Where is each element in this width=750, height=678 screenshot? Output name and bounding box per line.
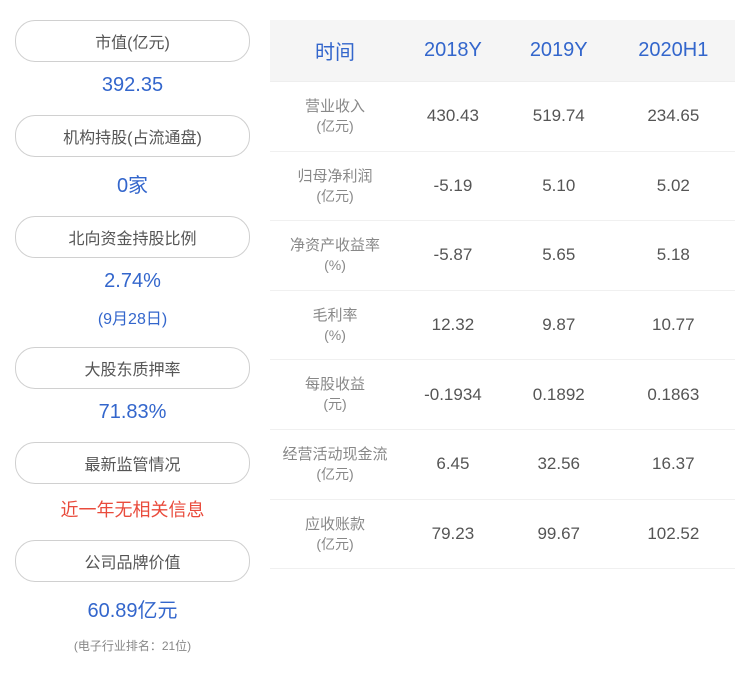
metric-value: 234.65 bbox=[612, 82, 735, 152]
metric-value: -5.87 bbox=[400, 221, 506, 291]
metric-name: 毛利率 bbox=[278, 305, 392, 326]
regulatory-value: 近一年无相关信息 bbox=[15, 496, 250, 522]
metric-name: 经营活动现金流 bbox=[278, 444, 392, 465]
metric-label: 每股收益(元) bbox=[270, 360, 400, 430]
metric-value: 9.87 bbox=[506, 290, 612, 360]
northbound-value: 2.74% bbox=[15, 270, 250, 293]
metric-value: 16.37 bbox=[612, 429, 735, 499]
metric-value: 5.18 bbox=[612, 221, 735, 291]
table-row: 毛利率(%)12.329.8710.77 bbox=[270, 290, 735, 360]
metric-value: 519.74 bbox=[506, 82, 612, 152]
metric-value: 10.77 bbox=[612, 290, 735, 360]
metric-value: 32.56 bbox=[506, 429, 612, 499]
metric-label: 应收账款(亿元) bbox=[270, 499, 400, 569]
metric-unit: (亿元) bbox=[278, 465, 392, 485]
metric-value: 0.1892 bbox=[506, 360, 612, 430]
metric-value: 99.67 bbox=[506, 499, 612, 569]
metric-name: 净资产收益率 bbox=[278, 235, 392, 256]
metric-value: 102.52 bbox=[612, 499, 735, 569]
metric-unit: (元) bbox=[278, 395, 392, 415]
metric-name: 应收账款 bbox=[278, 514, 392, 535]
metric-value: 0.1863 bbox=[612, 360, 735, 430]
col-header-2020h1: 2020H1 bbox=[612, 20, 735, 82]
metric-unit: (亿元) bbox=[278, 535, 392, 555]
market-cap-value: 392.35 bbox=[15, 74, 250, 97]
financial-table: 时间 2018Y 2019Y 2020H1 营业收入(亿元)430.43519.… bbox=[270, 20, 735, 569]
metric-label: 归母净利润(亿元) bbox=[270, 151, 400, 221]
metric-value: 79.23 bbox=[400, 499, 506, 569]
metric-label: 营业收入(亿元) bbox=[270, 82, 400, 152]
metric-unit: (亿元) bbox=[278, 187, 392, 207]
left-sidebar: 市值(亿元) 392.35 机构持股(占流通盘) 0家 北向资金持股比例 2.7… bbox=[15, 20, 250, 658]
metric-unit: (%) bbox=[278, 256, 392, 276]
pledge-rate-label: 大股东质押率 bbox=[15, 347, 250, 389]
table-row: 净资产收益率(%)-5.875.655.18 bbox=[270, 221, 735, 291]
institutional-holdings-label: 机构持股(占流通盘) bbox=[15, 115, 250, 157]
metric-value: 12.32 bbox=[400, 290, 506, 360]
metric-name: 归母净利润 bbox=[278, 166, 392, 187]
metric-label: 经营活动现金流(亿元) bbox=[270, 429, 400, 499]
metric-value: -0.1934 bbox=[400, 360, 506, 430]
pledge-rate-value: 71.83% bbox=[15, 401, 250, 424]
market-cap-label: 市值(亿元) bbox=[15, 20, 250, 62]
brand-value-label: 公司品牌价值 bbox=[15, 540, 250, 582]
col-header-time: 时间 bbox=[270, 20, 400, 82]
right-panel: 时间 2018Y 2019Y 2020H1 营业收入(亿元)430.43519.… bbox=[250, 20, 735, 658]
metric-value: 5.65 bbox=[506, 221, 612, 291]
northbound-label: 北向资金持股比例 bbox=[15, 216, 250, 258]
col-header-2018: 2018Y bbox=[400, 20, 506, 82]
col-header-2019: 2019Y bbox=[506, 20, 612, 82]
metric-unit: (亿元) bbox=[278, 117, 392, 137]
table-row: 营业收入(亿元)430.43519.74234.65 bbox=[270, 82, 735, 152]
metric-name: 每股收益 bbox=[278, 374, 392, 395]
metric-label: 毛利率(%) bbox=[270, 290, 400, 360]
table-row: 归母净利润(亿元)-5.195.105.02 bbox=[270, 151, 735, 221]
institutional-holdings-value: 0家 bbox=[15, 169, 250, 198]
metric-unit: (%) bbox=[278, 326, 392, 346]
metric-label: 净资产收益率(%) bbox=[270, 221, 400, 291]
metric-value: 6.45 bbox=[400, 429, 506, 499]
table-row: 应收账款(亿元)79.2399.67102.52 bbox=[270, 499, 735, 569]
table-row: 经营活动现金流(亿元)6.4532.5616.37 bbox=[270, 429, 735, 499]
brand-value-note: (电子行业排名：21位) bbox=[15, 637, 250, 654]
metric-value: -5.19 bbox=[400, 151, 506, 221]
metric-value: 5.10 bbox=[506, 151, 612, 221]
metric-value: 430.43 bbox=[400, 82, 506, 152]
brand-value-value: 60.89亿元 bbox=[15, 594, 250, 623]
metric-name: 营业收入 bbox=[278, 96, 392, 117]
northbound-date: (9月28日) bbox=[15, 305, 250, 329]
regulatory-label: 最新监管情况 bbox=[15, 442, 250, 484]
metric-value: 5.02 bbox=[612, 151, 735, 221]
table-header-row: 时间 2018Y 2019Y 2020H1 bbox=[270, 20, 735, 82]
table-row: 每股收益(元)-0.19340.18920.1863 bbox=[270, 360, 735, 430]
